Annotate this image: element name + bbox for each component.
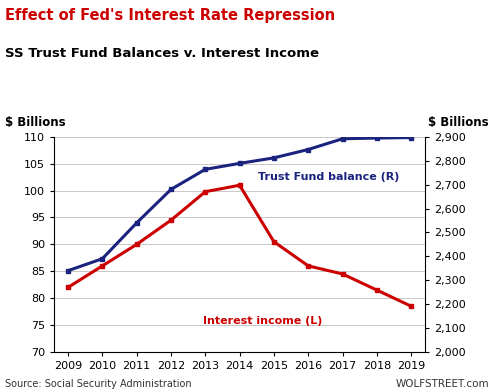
Text: SS Trust Fund Balances v. Interest Income: SS Trust Fund Balances v. Interest Incom… (5, 47, 319, 60)
Text: $ Billions: $ Billions (428, 116, 489, 129)
Text: $ Billions: $ Billions (5, 116, 66, 129)
Text: Source: Social Security Administration: Source: Social Security Administration (5, 379, 192, 389)
Text: Effect of Fed's Interest Rate Repression: Effect of Fed's Interest Rate Repression (5, 8, 335, 23)
Text: Trust Fund balance (R): Trust Fund balance (R) (258, 172, 400, 182)
Text: WOLFSTREET.com: WOLFSTREET.com (395, 379, 489, 389)
Text: Interest income (L): Interest income (L) (203, 316, 322, 326)
